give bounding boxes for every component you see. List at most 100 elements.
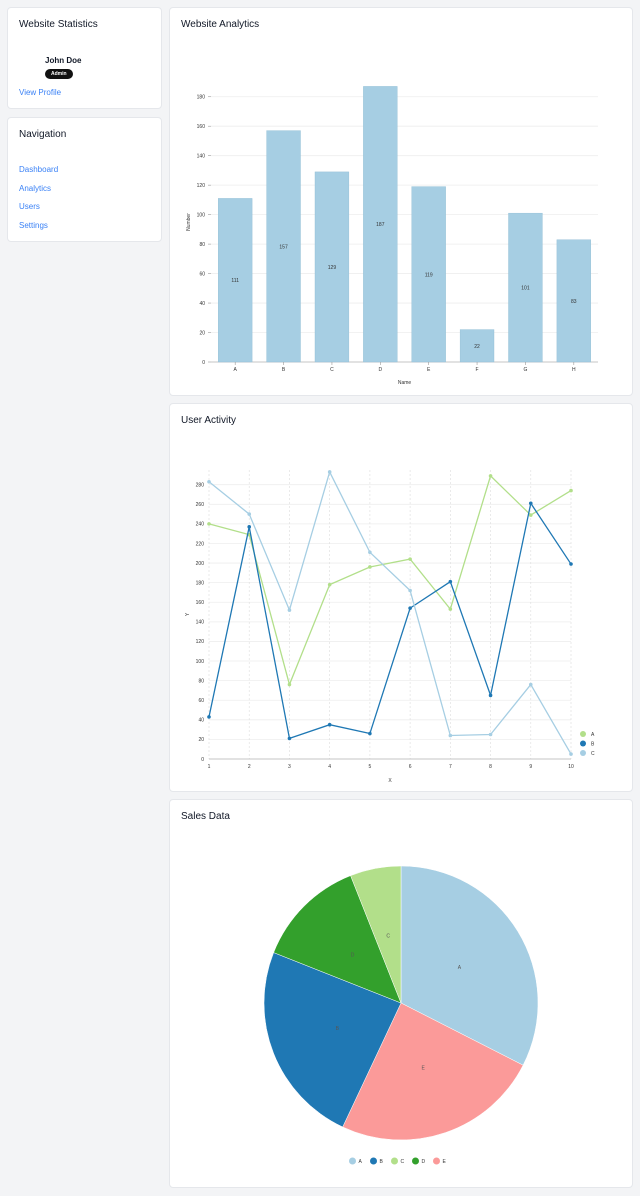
nav-item-settings[interactable]: Settings [19, 221, 48, 230]
activity-card-title: User Activity [181, 415, 237, 426]
x-tick-label: A [234, 367, 238, 373]
y-tick-label: 260 [196, 502, 205, 508]
pie-chart: A E B D C A B C D E [263, 865, 539, 1165]
legend-label: C [591, 751, 595, 757]
nav-item-dashboard[interactable]: Dashboard [19, 165, 59, 174]
legend-label: D [422, 1159, 426, 1165]
y-tick-label: 100 [196, 659, 205, 665]
bar-value-label: 22 [474, 344, 480, 350]
data-point-A [207, 522, 211, 526]
x-tick-label: G [523, 367, 527, 373]
data-point-B [207, 715, 211, 719]
legend-label: C [401, 1159, 405, 1165]
x-tick-label: 3 [288, 764, 291, 770]
pie-slice-label: B [336, 1026, 340, 1032]
data-point-A [488, 474, 493, 478]
bar-value-label: 83 [571, 299, 577, 305]
y-tick-label: 80 [198, 678, 204, 684]
y-tick-label: 120 [197, 183, 206, 189]
view-profile-link[interactable]: View Profile [19, 88, 62, 97]
legend-marker-B [580, 740, 586, 747]
legend-marker-A [349, 1157, 356, 1165]
y-tick-label: 220 [196, 541, 205, 547]
y-tick-label: 0 [201, 757, 204, 763]
x-tick-label: 4 [328, 764, 331, 770]
x-tick-label: D [379, 367, 383, 373]
pie-slice-D [273, 875, 402, 1004]
data-point-B [287, 736, 292, 741]
x-tick-label: 6 [409, 764, 412, 770]
line-chart: 0 20 40 60 80 100 120 140 160 180 200 220 240 260 280 1… [185, 470, 595, 784]
pie-slice-E [342, 1002, 524, 1141]
bar-chart: 0 20 40 60 80 100 120 140 160 180 111 A 157 B 129 C 187 D… [186, 86, 598, 386]
pie-slice-label: D [351, 952, 355, 958]
data-point-B [327, 722, 332, 727]
pie-slice-label: C [386, 934, 390, 940]
x-tick-label: C [330, 367, 334, 373]
legend-marker-D [412, 1157, 419, 1165]
legend-label: A [591, 732, 595, 738]
bar-value-label: 101 [521, 286, 530, 292]
nav-item-users[interactable]: Users [19, 202, 40, 211]
data-point-B [488, 693, 493, 698]
x-tick-label: F [476, 367, 479, 373]
pie-slice-C [350, 865, 402, 1004]
data-point-C [488, 732, 493, 737]
legend-label: A [359, 1159, 363, 1165]
y-tick-label: 40 [199, 301, 205, 307]
y-tick-label: 240 [196, 522, 205, 528]
x-tick-label: 7 [449, 764, 452, 770]
y-tick-label: 60 [198, 698, 204, 704]
y-tick-label: 100 [197, 212, 206, 218]
bar-value-label: 187 [376, 222, 385, 228]
bar [218, 198, 253, 363]
analytics-card-title: Website Analytics [181, 19, 260, 30]
data-point-C [247, 512, 252, 516]
data-point-B [448, 579, 453, 584]
bar-value-label: 119 [425, 272, 433, 278]
bar [314, 171, 350, 363]
data-point-A [408, 557, 412, 561]
data-point-A [287, 682, 292, 687]
bar-value-label: 157 [279, 244, 288, 250]
data-point-B [408, 606, 412, 610]
data-point-B [528, 501, 533, 506]
nav-item-analytics[interactable]: Analytics [19, 184, 52, 193]
profile-card-title: Website Statistics [19, 19, 98, 30]
x-axis-title: Name [398, 380, 412, 386]
data-point-B [368, 731, 372, 736]
legend-marker-A [580, 731, 586, 737]
x-tick-label: E [427, 367, 431, 373]
data-point-C [528, 682, 533, 687]
x-tick-label: 2 [248, 764, 251, 770]
pie-slice-A [400, 865, 539, 1066]
y-tick-label: 160 [197, 124, 206, 130]
y-axis-title: Y [185, 612, 191, 616]
x-tick-label: 10 [568, 764, 574, 770]
x-tick-label: H [572, 367, 576, 373]
data-point-A [569, 488, 573, 493]
x-tick-label: 5 [368, 764, 371, 770]
username: John Doe [45, 56, 82, 65]
legend-marker-C [580, 750, 586, 756]
profile-card: Website Statistics John Doe Admin View P… [7, 7, 162, 109]
bar [508, 212, 543, 363]
data-point-C [408, 588, 412, 593]
legend-label: B [591, 741, 595, 747]
data-point-A [528, 513, 533, 517]
x-axis-title: X [388, 778, 392, 784]
legend-marker-B [370, 1157, 377, 1165]
y-tick-label: 140 [196, 620, 205, 626]
y-tick-label: 280 [196, 482, 205, 488]
y-tick-label: 200 [196, 561, 205, 567]
data-point-A [368, 565, 372, 569]
y-tick-label: 20 [198, 737, 204, 743]
legend-marker-C [391, 1157, 398, 1165]
data-point-A [327, 582, 332, 587]
bar [556, 239, 591, 363]
x-tick-label: 1 [208, 764, 211, 770]
legend-label: E [443, 1159, 447, 1165]
bar [459, 329, 495, 363]
activity-card: User Activity 0 20 40 60 80 100 120 140 160 180 20… [169, 403, 633, 792]
bar [363, 86, 398, 363]
